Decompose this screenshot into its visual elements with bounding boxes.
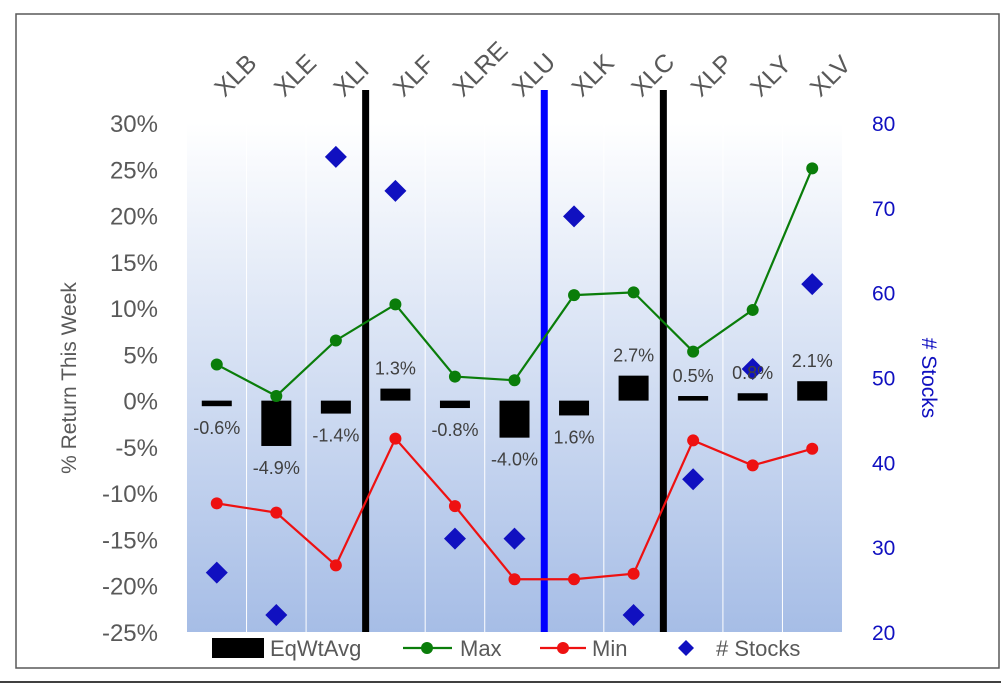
data-label: 1.3% <box>375 359 416 379</box>
point-min <box>270 506 283 519</box>
eqwtavg-bar <box>261 400 292 446</box>
stock-count-marker <box>563 205 586 228</box>
legend-label: Min <box>592 636 627 661</box>
eqwtavg-bar <box>499 400 530 438</box>
stock-count-marker <box>503 527 526 550</box>
y2-tick-label: 70 <box>872 198 895 221</box>
point-max <box>448 370 461 383</box>
y2-tick-label: 80 <box>872 113 895 136</box>
data-label: 1.6% <box>554 427 595 447</box>
point-max <box>270 390 283 403</box>
point-min <box>508 573 521 586</box>
point-max <box>508 374 521 387</box>
data-label: 2.7% <box>613 346 654 366</box>
y2-tick-label: 20 <box>872 622 895 645</box>
point-max <box>210 358 223 371</box>
eqwtavg-bar <box>737 393 768 401</box>
stock-count-marker <box>682 468 705 491</box>
y2-tick-label: 60 <box>872 283 895 306</box>
y-tick-label: 20% <box>110 204 158 231</box>
stock-count-marker <box>205 561 228 584</box>
data-label: -1.4% <box>312 426 359 446</box>
data-label: 2.1% <box>792 351 833 371</box>
stock-count-marker <box>622 604 645 627</box>
legend-swatch-diamond <box>678 640 694 656</box>
legend: EqWtAvg Max Min # Stocks <box>212 636 800 661</box>
legend-swatch-point <box>557 642 569 654</box>
y-tick-label: -25% <box>102 620 158 647</box>
data-label: -4.0% <box>491 450 538 470</box>
stock-count-marker <box>265 604 288 627</box>
data-label: -0.6% <box>193 418 240 438</box>
data-label: -0.8% <box>431 420 478 440</box>
eqwtavg-bar <box>380 388 411 401</box>
y-tick-label: 0% <box>123 389 158 416</box>
stock-count-marker <box>324 145 347 168</box>
legend-swatch-bar <box>212 638 264 658</box>
point-max <box>329 334 342 347</box>
stock-count-marker <box>443 527 466 550</box>
eqwtavg-bar <box>678 396 709 401</box>
y-tick-label: -15% <box>102 527 158 554</box>
point-max <box>687 345 700 358</box>
data-label: -4.9% <box>253 458 300 478</box>
data-labels: -0.6% -4.9% -1.4% 1.3% -0.8% -4.0% 1.6% 2.7% 0.5… <box>193 346 832 478</box>
eqwtavg-bar <box>559 400 590 416</box>
y2-tick-label: 30 <box>872 537 895 560</box>
y-tick-label: 5% <box>123 342 158 369</box>
data-label: 0.8% <box>732 363 773 383</box>
point-min <box>687 434 700 447</box>
eqwtavg-bar <box>797 381 828 401</box>
point-min <box>329 559 342 572</box>
point-min <box>389 432 402 445</box>
stock-count-markers <box>205 145 824 627</box>
eqwtavg-bars <box>201 375 828 446</box>
y-axis-title: % Return This Week <box>58 282 81 474</box>
y-tick-label: -10% <box>102 481 158 508</box>
eqwtavg-bar <box>618 375 649 401</box>
y-tick-label: 10% <box>110 296 158 323</box>
legend-label: EqWtAvg <box>270 636 361 661</box>
y2-axis-title: # Stocks <box>917 338 940 419</box>
point-min <box>746 459 759 472</box>
stock-count-marker <box>384 179 407 202</box>
point-min <box>627 567 640 580</box>
legend-label: # Stocks <box>716 636 800 661</box>
point-max <box>627 286 640 299</box>
y-tick-label: 25% <box>110 157 158 184</box>
y-tick-label: 15% <box>110 250 158 277</box>
point-max <box>568 289 581 302</box>
y-tick-label: -20% <box>102 574 158 601</box>
point-max <box>806 162 819 175</box>
eqwtavg-bar <box>439 400 470 409</box>
sector-separators <box>362 90 667 632</box>
y-tick-label: 30% <box>110 111 158 138</box>
y2-tick-label: 40 <box>872 452 895 475</box>
point-min <box>806 442 819 455</box>
point-min <box>568 573 581 586</box>
point-max <box>389 298 402 311</box>
data-label: 0.5% <box>673 366 714 386</box>
legend-swatch-point <box>421 642 433 654</box>
point-min <box>448 500 461 513</box>
eqwtavg-bar <box>201 400 232 407</box>
y-tick-label: -5% <box>115 435 158 462</box>
eqwtavg-bar <box>320 400 351 414</box>
stock-count-marker <box>801 273 824 296</box>
stock-count-marker <box>741 358 764 381</box>
y2-tick-label: 50 <box>872 368 895 391</box>
legend-label: Max <box>460 636 502 661</box>
point-max <box>746 303 759 316</box>
series-lines <box>210 162 819 586</box>
point-min <box>210 497 223 510</box>
